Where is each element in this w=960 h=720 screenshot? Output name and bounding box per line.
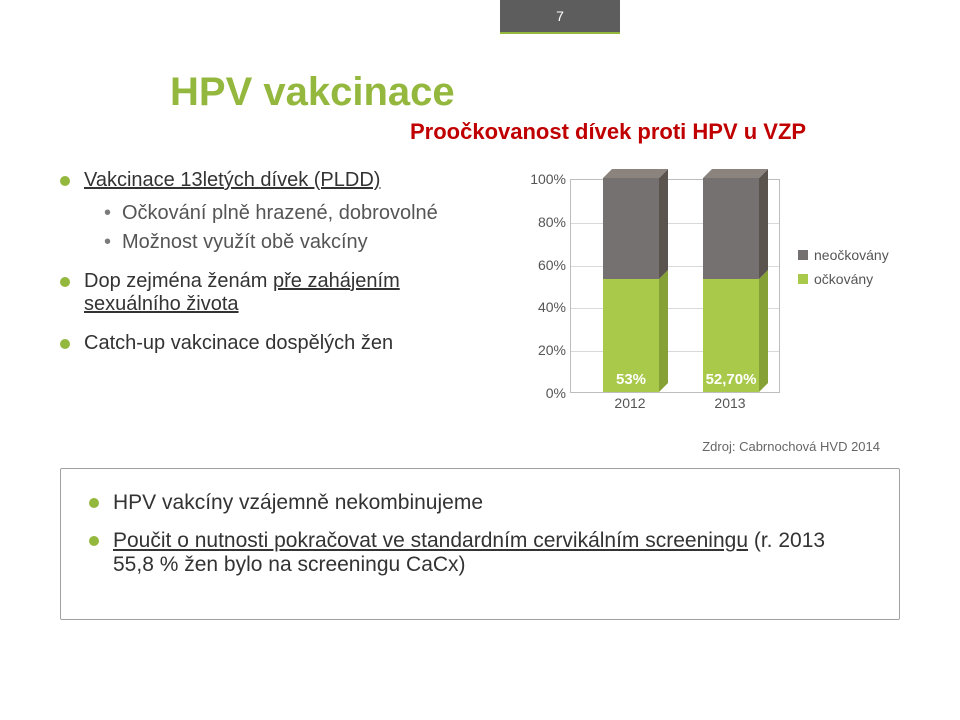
page-number: 7: [500, 0, 620, 32]
sub-bullet-1: Očkování plně hrazené, dobrovolné: [104, 202, 500, 225]
stacked-bar: 53%: [603, 178, 659, 392]
bar-segment-neockovany: [603, 178, 659, 279]
bar-segment-neockovany: [703, 178, 759, 279]
bottom-box: HPV vakcíny vzájemně nekombinujeme Pouči…: [60, 468, 900, 620]
bar-value-label: 52,70%: [703, 371, 759, 388]
y-tick: 60%: [522, 257, 566, 273]
x-tick: 2012: [598, 395, 662, 411]
chart-column: 0% 20% 40% 60% 80% 100% 53% 52,70% 2012 2013 ne…: [520, 169, 920, 454]
chart-box: 0%20%40%60%80%100% 53%52,70% 20122013: [520, 177, 790, 437]
bullet-1-text: Vakcinace 13letých dívek (PLDD): [84, 169, 380, 191]
legend-swatch-1: [798, 274, 808, 284]
bullet-2: Dop zejména ženám pře zahájením sexuální…: [60, 270, 500, 316]
bullet-column: Vakcinace 13letých dívek (PLDD) Očkování…: [40, 169, 500, 454]
chart-source: Zdroj: Cabrnochová HVD 2014: [520, 439, 880, 454]
bar-segment-ockovany: 52,70%: [703, 279, 759, 392]
stacked-bar: 52,70%: [703, 178, 759, 392]
legend-swatch-0: [798, 250, 808, 260]
bar-segment-ockovany: 53%: [603, 279, 659, 392]
y-tick: 40%: [522, 299, 566, 315]
bullet-2-pre: Dop zejména ženám: [84, 270, 273, 292]
legend-item-1: očkovány: [798, 271, 918, 287]
main-bullet-list: Vakcinace 13letých dívek (PLDD) Očkování…: [60, 169, 500, 355]
bar-value-label: 53%: [603, 371, 659, 388]
bottom-bullet-2-underline: Poučit o nutnosti pokračovat ve standard…: [113, 529, 748, 552]
slide-content: HPV vakcinace Proočkovanost dívek proti …: [40, 70, 920, 680]
sub-bullet-list-1: Očkování plně hrazené, dobrovolné Možnos…: [104, 202, 500, 254]
legend-label-0: neočkovány: [814, 247, 889, 263]
bottom-bullet-2: Poučit o nutnosti pokračovat ve standard…: [89, 529, 871, 577]
legend-label-1: očkovány: [814, 271, 873, 287]
bullet-1: Vakcinace 13letých dívek (PLDD) Očkování…: [60, 169, 500, 254]
bottom-bullet-list: HPV vakcíny vzájemně nekombinujeme Pouči…: [89, 491, 871, 577]
bar-group: 53%: [599, 178, 663, 392]
y-tick: 0%: [522, 385, 566, 401]
bottom-bullet-1: HPV vakcíny vzájemně nekombinujeme: [89, 491, 871, 515]
y-tick: 80%: [522, 214, 566, 230]
y-tick: 100%: [522, 171, 566, 187]
top-row: Vakcinace 13letých dívek (PLDD) Očkování…: [40, 169, 920, 454]
page-header: 7: [500, 0, 620, 48]
legend-item-0: neočkovány: [798, 247, 918, 263]
header-underline: [500, 32, 620, 34]
bar-group: 52,70%: [699, 178, 763, 392]
slide-title: HPV vakcinace: [170, 70, 920, 115]
plot-area: 53% 52,70%: [570, 179, 780, 393]
sub-bullet-2: Možnost využít obě vakcíny: [104, 231, 500, 254]
bullet-3: Catch-up vakcinace dospělých žen: [60, 332, 500, 355]
y-tick: 20%: [522, 342, 566, 358]
x-tick: 2013: [698, 395, 762, 411]
chart-legend: neočkovány očkovány: [798, 177, 918, 437]
slide-subtitle: Proočkovanost dívek proti HPV u VZP: [410, 119, 920, 145]
chart-with-legend: 0%20%40%60%80%100% 53%52,70% 20122013 ne…: [520, 177, 920, 437]
